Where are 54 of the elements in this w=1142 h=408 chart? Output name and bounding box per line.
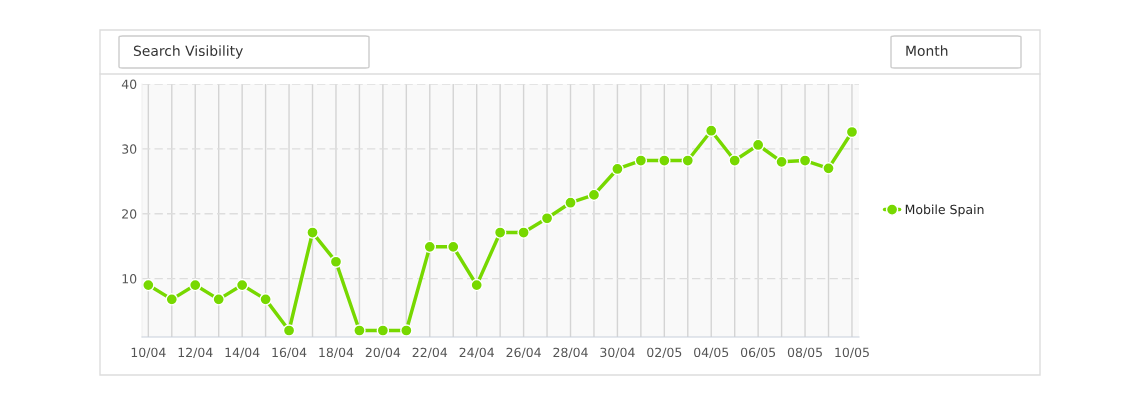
point <box>704 124 718 137</box>
x-tick-label: 14/04 <box>225 347 260 359</box>
y-tick-label: 30 <box>122 144 137 154</box>
x-tick-label: 26/04 <box>506 347 541 359</box>
x-tick-label: 02/05 <box>647 347 682 359</box>
point <box>423 240 437 254</box>
point <box>822 162 835 175</box>
point <box>376 324 390 337</box>
point <box>775 155 788 169</box>
text: Month <box>906 45 948 57</box>
point <box>353 324 366 337</box>
x-tick-label: 04/05 <box>694 347 729 359</box>
point <box>142 278 155 292</box>
point <box>306 226 319 239</box>
point <box>634 154 648 167</box>
point <box>681 154 695 167</box>
point <box>259 293 272 306</box>
point <box>587 188 601 202</box>
point <box>845 125 859 139</box>
point <box>658 154 671 167</box>
y-tick-label: 20 <box>122 209 137 219</box>
point <box>470 278 483 292</box>
point <box>798 154 812 167</box>
point <box>564 196 577 209</box>
legend-label: Mobile Spain <box>905 204 984 217</box>
x-tick-label: 28/04 <box>553 347 588 359</box>
point <box>493 226 507 239</box>
y-tick-label: 40 <box>121 79 137 89</box>
point <box>517 226 530 239</box>
point <box>728 154 741 167</box>
x-tick-label: 22/04 <box>412 347 448 359</box>
x-tick-label: 06/05 <box>740 347 776 359</box>
point <box>540 212 554 225</box>
point <box>400 324 413 337</box>
text: Search Visibility <box>133 45 243 59</box>
x-tick-label: 08/05 <box>787 347 822 359</box>
x-tick-label: 30/04 <box>600 347 635 359</box>
x-tick-label: 18/04 <box>319 347 354 359</box>
x-tick-label: 12/04 <box>178 347 213 359</box>
point <box>282 324 296 337</box>
point <box>165 293 179 306</box>
x-tick-label: 10/04 <box>131 347 166 359</box>
x-tick-label: 20/04 <box>365 347 401 359</box>
x-tick-label: 10/05 <box>835 347 869 359</box>
x-tick-label: 24/04 <box>459 347 494 359</box>
y-tick-label: 10 <box>122 274 137 284</box>
x-tick-label: 16/04 <box>272 347 307 359</box>
point <box>611 162 624 176</box>
point <box>751 138 765 152</box>
point <box>188 278 202 292</box>
point <box>212 293 225 306</box>
point <box>329 255 343 268</box>
point <box>235 278 249 292</box>
point <box>446 240 460 254</box>
